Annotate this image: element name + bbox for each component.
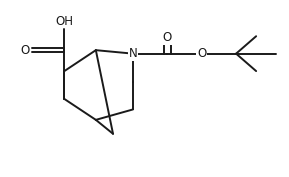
- Text: OH: OH: [55, 15, 73, 27]
- Text: O: O: [163, 31, 172, 44]
- Text: N: N: [129, 47, 138, 60]
- Text: O: O: [197, 47, 206, 60]
- Text: O: O: [21, 44, 30, 57]
